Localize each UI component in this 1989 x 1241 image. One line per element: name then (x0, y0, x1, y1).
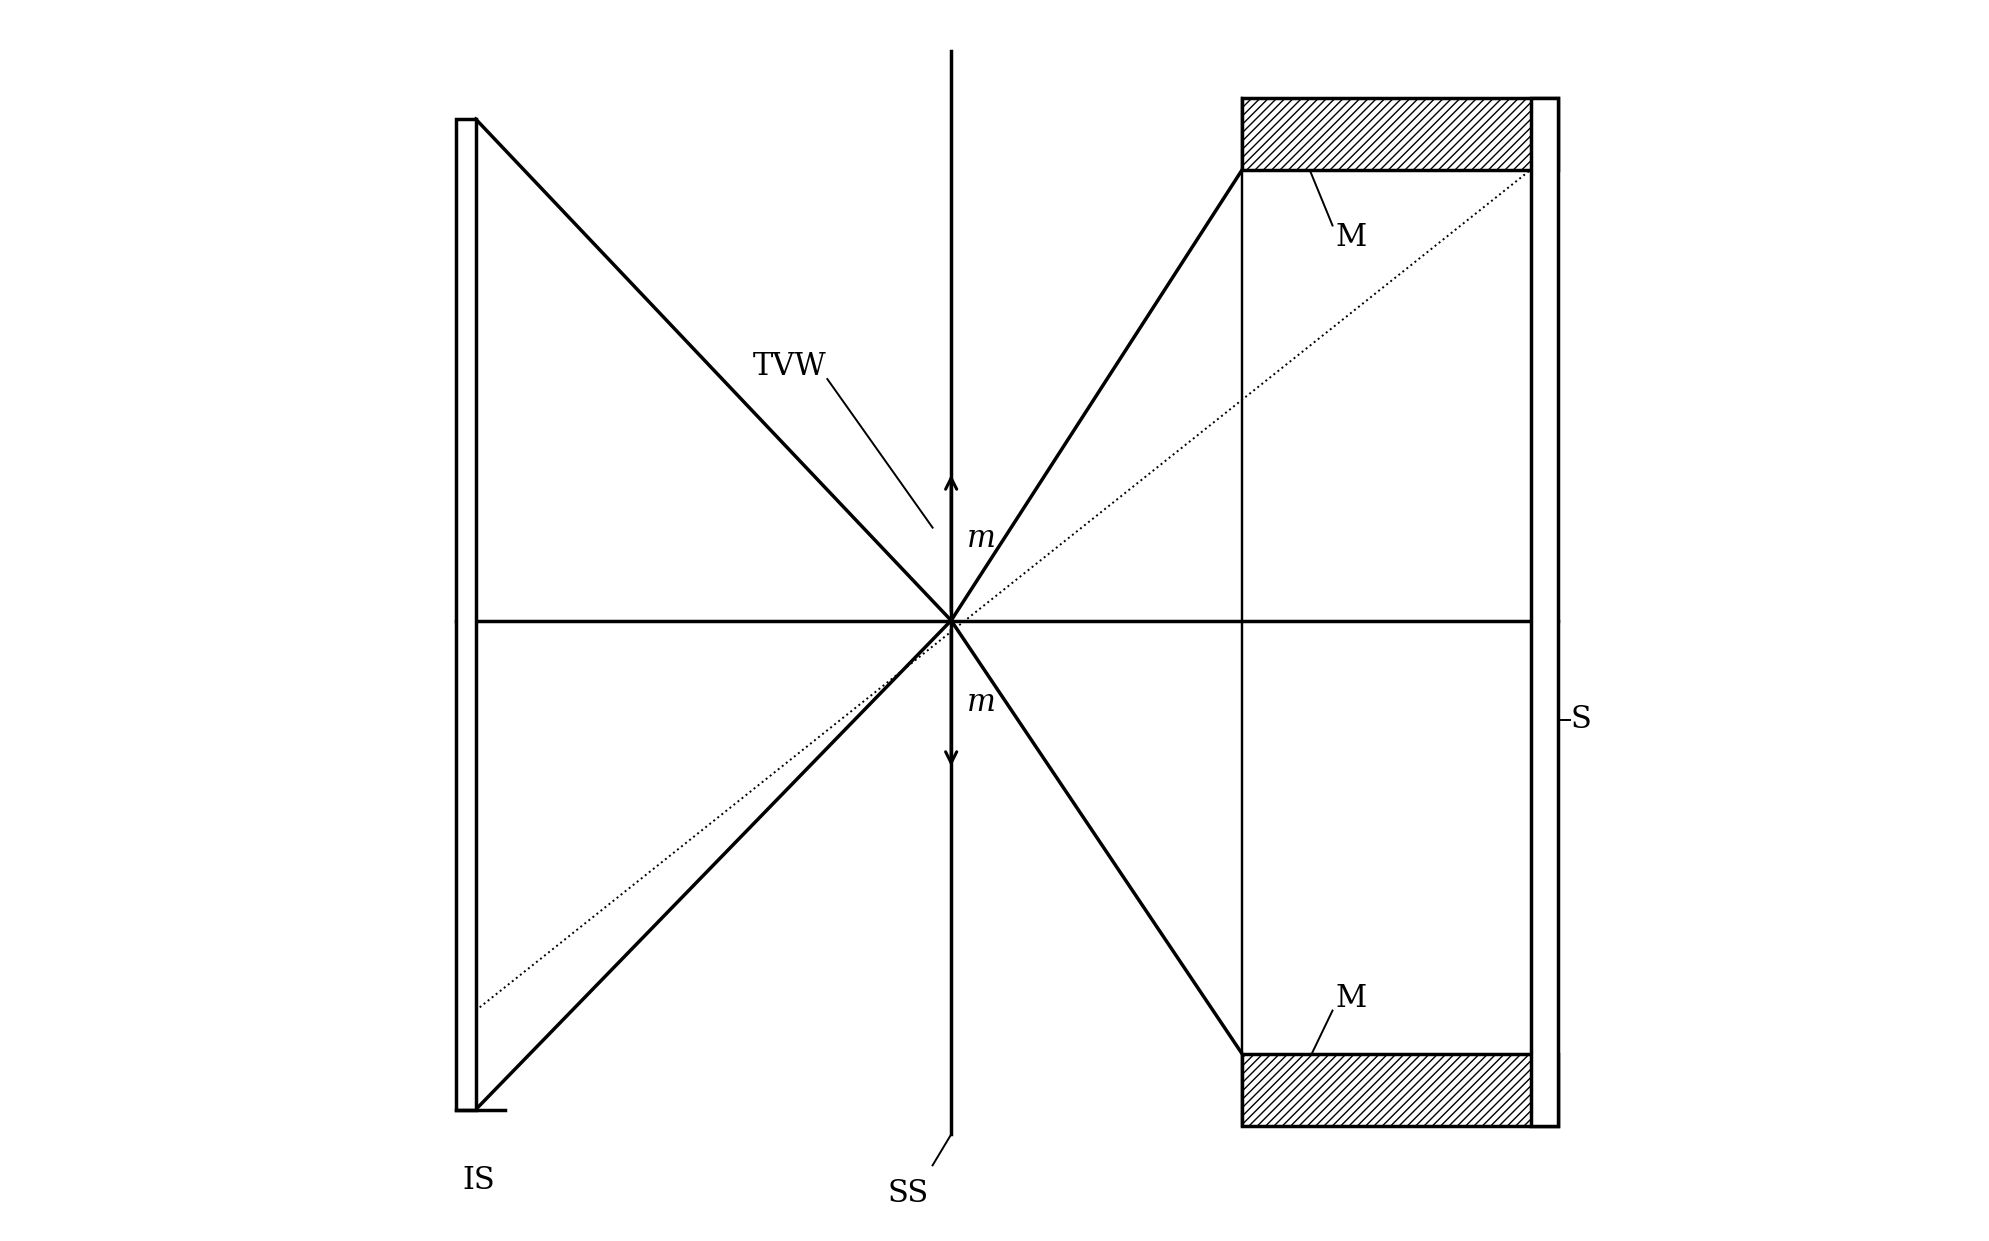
Bar (1243, 98, 1557, 170)
Text: m: m (967, 524, 996, 555)
Bar (1532, 98, 1557, 1126)
Text: SS: SS (887, 1178, 929, 1209)
Text: IS: IS (461, 1165, 495, 1196)
Text: M: M (1335, 983, 1366, 1014)
Text: m: m (967, 686, 996, 717)
Bar (455, 119, 475, 1109)
Text: M: M (1335, 222, 1366, 253)
Text: TVW: TVW (754, 351, 827, 382)
Text: S: S (1569, 704, 1591, 735)
Bar (1243, 1054, 1557, 1126)
